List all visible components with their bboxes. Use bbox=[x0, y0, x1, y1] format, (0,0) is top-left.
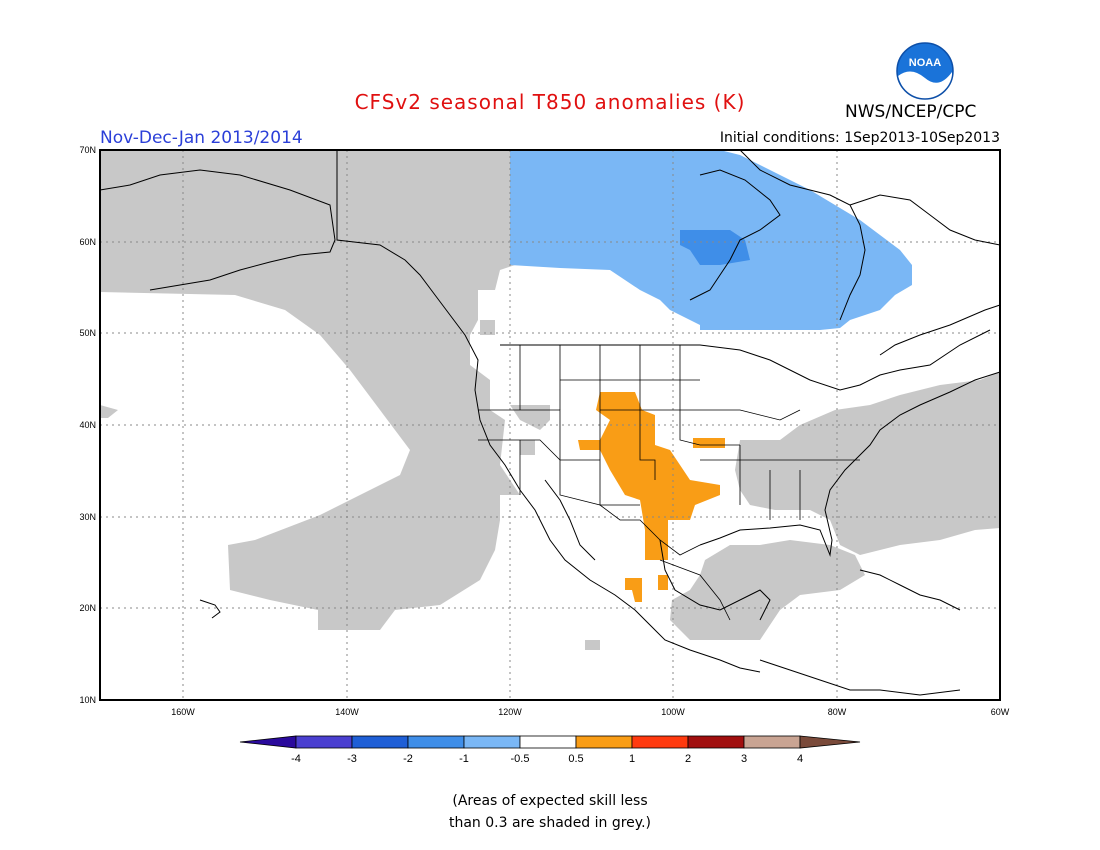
cool-anomaly-regions bbox=[380, 150, 912, 330]
skill-note-line: (Areas of expected skill less bbox=[452, 793, 648, 809]
colorbar-tick: -3 bbox=[347, 753, 357, 765]
colorbar-cell bbox=[799, 735, 861, 749]
colorbar bbox=[239, 735, 861, 749]
initial-conditions: Initial conditions: 1Sep2013-10Sep2013 bbox=[719, 130, 1000, 146]
skill-note: (Areas of expected skill less than 0.3 a… bbox=[0, 790, 1100, 834]
colorbar-cell bbox=[463, 735, 521, 749]
lon-label: 80W bbox=[828, 707, 847, 717]
colorbar-tick: 3 bbox=[741, 753, 747, 765]
colorbar-cell bbox=[295, 735, 353, 749]
noaa-logo: NOAA bbox=[896, 42, 954, 100]
lat-label: 60N bbox=[79, 237, 96, 247]
colorbar-cell bbox=[239, 735, 297, 749]
lat-label: 10N bbox=[79, 695, 96, 705]
colorbar-tick: 0.5 bbox=[568, 753, 583, 765]
coastlines bbox=[99, 149, 1001, 696]
lon-label: 160W bbox=[171, 707, 195, 717]
colorbar-cell bbox=[407, 735, 465, 749]
colorbar-tick: -2 bbox=[403, 753, 413, 765]
graticule bbox=[100, 150, 1000, 700]
colorbar-tick: -0.5 bbox=[511, 753, 530, 765]
lat-label: 50N bbox=[79, 328, 96, 338]
political-borders bbox=[478, 345, 860, 621]
lon-label: 120W bbox=[498, 707, 522, 717]
lat-label: 40N bbox=[79, 420, 96, 430]
forecast-period: Nov-Dec-Jan 2013/2014 bbox=[100, 128, 303, 148]
colorbar-cell bbox=[519, 735, 577, 749]
colorbar-cell bbox=[575, 735, 633, 749]
colorbar-tick: 4 bbox=[797, 753, 803, 765]
colorbar-cell bbox=[631, 735, 689, 749]
lon-label: 60W bbox=[991, 707, 1010, 717]
colorbar-cell bbox=[351, 735, 409, 749]
map-title: CFSv2 seasonal T850 anomalies (K) bbox=[354, 90, 746, 114]
colorbar-tick: -1 bbox=[459, 753, 469, 765]
lat-label: 70N bbox=[79, 145, 96, 155]
colorbar-tick: -4 bbox=[291, 753, 301, 765]
colorbar-tick: 2 bbox=[685, 753, 691, 765]
lon-label: 140W bbox=[335, 707, 359, 717]
lat-label: 20N bbox=[79, 603, 96, 613]
agency-label: NWS/NCEP/CPC bbox=[845, 102, 977, 122]
lon-label: 100W bbox=[661, 707, 685, 717]
map-frame bbox=[99, 149, 1001, 701]
svg-text:NOAA: NOAA bbox=[909, 57, 941, 69]
lat-label: 30N bbox=[79, 512, 96, 522]
colorbar-tick: 1 bbox=[629, 753, 635, 765]
colorbar-cell bbox=[743, 735, 801, 749]
warm-anomaly-regions bbox=[578, 392, 725, 602]
skill-note-line: than 0.3 are shaded in grey.) bbox=[448, 815, 651, 831]
colorbar-cell bbox=[687, 735, 745, 749]
